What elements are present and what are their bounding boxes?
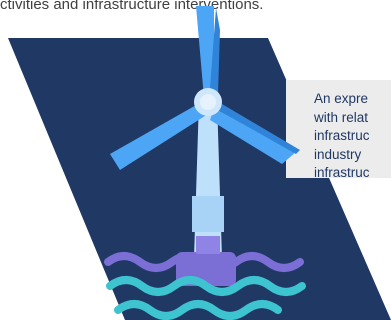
callout-line-4: industry [314, 146, 362, 162]
callout-line-2: with relat [314, 109, 369, 125]
callout-line-3: infrastruc [314, 128, 370, 143]
callout-line-5: infrastruc [314, 165, 370, 178]
callout-box: An expre with relat infrastruc industry … [286, 80, 391, 178]
callout-line-1: An expre [314, 91, 369, 106]
